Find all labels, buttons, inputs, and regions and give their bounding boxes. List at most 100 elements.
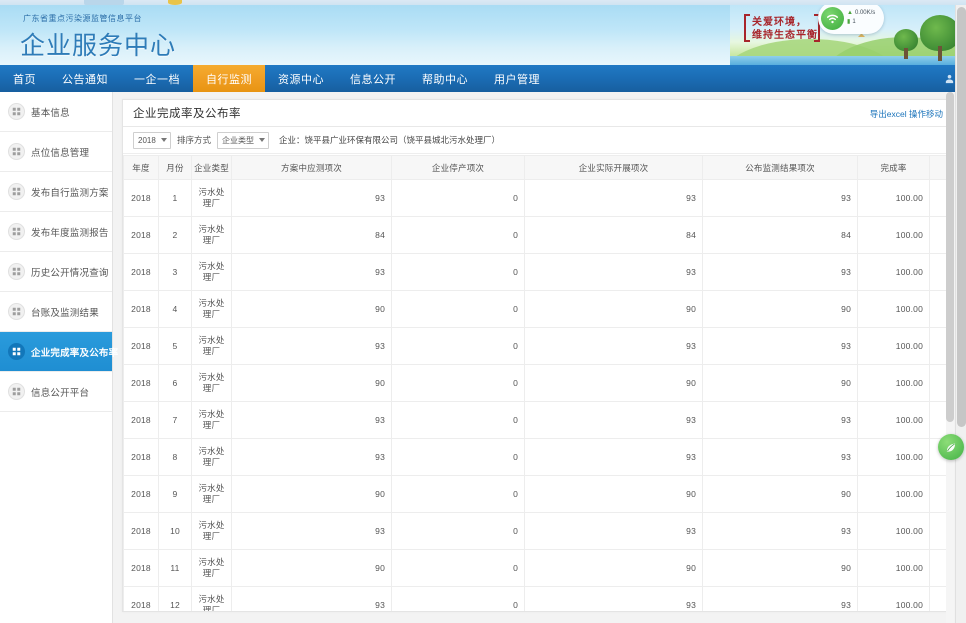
cell-enterprise-type: 污水处理厂 [191, 512, 232, 550]
cell-month: 12 [158, 586, 192, 611]
nav-item-self-monitoring[interactable]: 自行监测 [193, 65, 265, 92]
cell-completion-rate: 100.00 [857, 253, 930, 291]
nav-spacer [553, 65, 932, 92]
export-excel-link[interactable]: 导出excel 操作移动 [869, 108, 943, 119]
nav-item-help-center[interactable]: 帮助中心 [422, 73, 468, 86]
nav-item-resource-center[interactable]: 资源中心 [278, 73, 324, 86]
floating-action-button[interactable] [938, 434, 964, 460]
cell-actual-items: 93 [524, 179, 703, 217]
cell-enterprise-type: 污水处理厂 [191, 549, 232, 587]
cell-month: 2 [158, 216, 192, 254]
sidebar-item-site-info-management[interactable]: 点位信息管理 [0, 132, 112, 172]
network-speed-widget[interactable]: ▲ 0.00K/s ▮ 1 [818, 5, 884, 34]
cell-published-items: 90 [702, 364, 858, 402]
tree-icon [894, 29, 918, 59]
cell-shutdown-items: 0 [391, 364, 525, 402]
slogan-line-2: 维持生态平衡 [752, 30, 818, 41]
cell-shutdown-items: 0 [391, 549, 525, 587]
cell-planned-items: 84 [231, 216, 392, 254]
sidebar-item-label: 信息公开平台 [31, 387, 90, 399]
sidebar-item-label: 发布自行监测方案 [31, 187, 109, 199]
column-header-planned-items[interactable]: 方案中应测项次 [231, 155, 392, 180]
cell-month: 6 [158, 364, 192, 402]
cell-published-items: 93 [702, 401, 858, 439]
nav-item-information-disclosure[interactable]: 信息公开 [350, 73, 396, 86]
column-header-published-items[interactable]: 公布监测结果项次 [702, 155, 858, 180]
year-select[interactable]: 2018 [133, 131, 171, 149]
cell-planned-items: 90 [231, 475, 392, 513]
grid-icon [8, 263, 25, 280]
cell-published-items: 93 [702, 253, 858, 291]
nav-item-announcements[interactable]: 公告通知 [62, 73, 108, 86]
cell-completion-rate: 100.00 [857, 179, 930, 217]
battery-value: 1 [852, 19, 856, 25]
page-scrollbar[interactable] [955, 5, 966, 623]
sidebar-item-publish-annual-report[interactable]: 发布年度监测报告 [0, 212, 112, 252]
cell-published-items: 93 [702, 327, 858, 365]
content-scrollbar-thumb[interactable] [946, 92, 954, 422]
cell-shutdown-items: 0 [391, 438, 525, 476]
nav-item-home[interactable]: 首页 [13, 73, 36, 86]
sidebar-item-label: 企业完成率及公布率 [31, 347, 119, 359]
network-speed-readout: ▲ 0.00K/s ▮ 1 [847, 9, 875, 27]
cell-shutdown-items: 0 [391, 253, 525, 291]
cell-published-items: 90 [702, 290, 858, 328]
cell-actual-items: 93 [524, 512, 703, 550]
browser-tab[interactable] [84, 0, 124, 5]
cell-actual-items: 90 [524, 549, 703, 587]
column-header-actual-items[interactable]: 企业实际开展项次 [524, 155, 703, 180]
sidebar-item-disclosure-platform[interactable]: 信息公开平台 [0, 372, 112, 412]
cell-published-items: 93 [702, 179, 858, 217]
cell-year: 2018 [123, 586, 159, 611]
cell-completion-rate: 100.00 [857, 364, 930, 402]
nav-item-one-enterprise-one-file[interactable]: 一企一档 [134, 73, 180, 86]
site-banner: 广东省重点污染源监管信息平台 企业服务中心 关爱环境， 维持生态平衡 [0, 5, 966, 65]
cell-month: 5 [158, 327, 192, 365]
cell-shutdown-items: 0 [391, 475, 525, 513]
page-scrollbar-thumb[interactable] [957, 7, 966, 427]
column-header-shutdown-items[interactable]: 企业停产项次 [391, 155, 525, 180]
table-scroll-area[interactable]: 年度 月份 企业类型 方案中应测项次 企业停产项次 企业实际开展项次 公布监测结… [123, 155, 951, 611]
cell-published-items: 93 [702, 438, 858, 476]
main-content: 企业完成率及公布率 导出excel 操作移动 2018 排序方式 企业类型 [113, 92, 966, 623]
cell-actual-items: 90 [524, 290, 703, 328]
nav-item-user-management[interactable]: 用户管理 [494, 73, 540, 86]
enterprise-type-select[interactable]: 企业类型 [217, 131, 270, 149]
content-scrollbar[interactable] [946, 92, 954, 623]
cell-planned-items: 93 [231, 327, 392, 365]
user-icon[interactable] [932, 65, 966, 92]
cell-enterprise-type: 污水处理厂 [191, 290, 232, 328]
sidebar-item-ledger-and-results[interactable]: 台账及监测结果 [0, 292, 112, 332]
cell-year: 2018 [123, 327, 159, 365]
column-header-enterprise-type[interactable]: 企业类型 [191, 155, 232, 180]
column-header-year[interactable]: 年度 [123, 155, 159, 180]
grid-icon [8, 303, 25, 320]
cell-planned-items: 90 [231, 549, 392, 587]
tree-icon [920, 15, 960, 61]
cell-planned-items: 90 [231, 364, 392, 402]
column-header-month[interactable]: 月份 [158, 155, 192, 180]
cell-shutdown-items: 0 [391, 401, 525, 439]
banner-slogan: 关爱环境， 维持生态平衡 [752, 16, 818, 42]
cell-enterprise-type: 污水处理厂 [191, 253, 232, 291]
sidebar-item-publish-monitoring-plan[interactable]: 发布自行监测方案 [0, 172, 112, 212]
sidebar-item-completion-and-disclosure-rate[interactable]: 企业完成率及公布率 [0, 332, 118, 372]
sidebar-item-basic-info[interactable]: 基本信息 [0, 92, 112, 132]
sidebar-item-history-disclosure-query[interactable]: 历史公开情况查询 [0, 252, 112, 292]
cell-year: 2018 [123, 475, 159, 513]
cell-actual-items: 93 [524, 438, 703, 476]
cell-enterprise-type: 污水处理厂 [191, 401, 232, 439]
column-header-completion-rate[interactable]: 完成率 [857, 155, 930, 180]
